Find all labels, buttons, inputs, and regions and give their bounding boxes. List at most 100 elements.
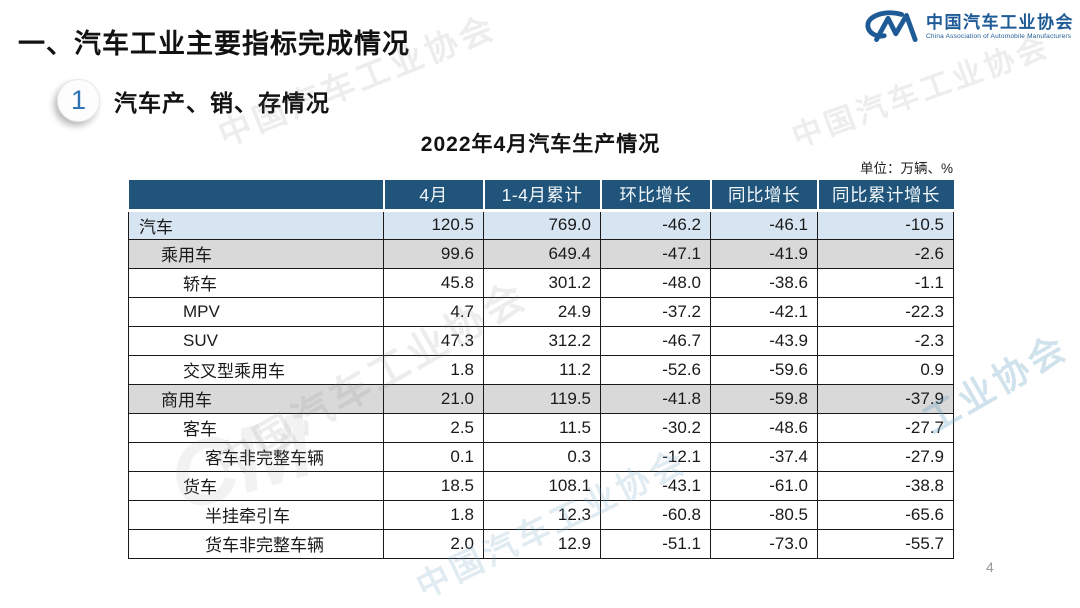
row-label: 商用车 <box>128 383 384 414</box>
table-header-row: 4月 1-4月累计 环比增长 同比增长 同比累计增长 <box>128 180 954 212</box>
value-cell: 99.6 <box>383 238 484 269</box>
value-cell: 649.4 <box>483 238 601 269</box>
caam-name-cn: 中国汽车工业协会 <box>926 13 1074 33</box>
row-label: 客车 <box>128 412 384 443</box>
value-cell: 4.7 <box>383 296 484 327</box>
row-label: 货车 <box>128 470 384 501</box>
value-cell: -37.9 <box>817 383 954 414</box>
column-header: 环比增长 <box>599 180 712 212</box>
value-cell: -1.1 <box>817 267 954 298</box>
value-cell: -22.3 <box>817 296 954 327</box>
value-cell: -80.5 <box>710 499 818 530</box>
value-cell: 120.5 <box>383 209 484 240</box>
value-cell: -48.0 <box>600 267 711 298</box>
value-cell: -38.6 <box>710 267 818 298</box>
value-cell: -43.9 <box>710 325 818 356</box>
row-label: MPV <box>128 296 384 327</box>
table-row: 乘用车 99.6 649.4 -47.1 -41.9 -2.6 <box>128 238 954 269</box>
table-row: SUV 47.3 312.2 -46.7 -43.9 -2.3 <box>128 325 954 356</box>
row-label: 客车非完整车辆 <box>128 441 384 472</box>
table-row: 半挂牵引车 1.8 12.3 -60.8 -80.5 -65.6 <box>128 499 954 530</box>
table-row: 客车 2.5 11.5 -30.2 -48.6 -27.7 <box>128 412 954 443</box>
table-row: 货车非完整车辆 2.0 12.9 -51.1 -73.0 -55.7 <box>128 528 954 559</box>
value-cell: -42.1 <box>710 296 818 327</box>
value-cell: 12.9 <box>483 528 601 559</box>
production-table-body: 汽车 120.5 769.0 -46.2 -46.1 -10.5 乘用车 99.6 649.4-… <box>128 209 954 559</box>
value-cell: -59.6 <box>710 354 818 385</box>
value-cell: 45.8 <box>383 267 484 298</box>
slide-title: 一、汽车工业主要指标完成情况 <box>18 29 410 59</box>
row-label: 汽车 <box>128 209 384 240</box>
value-cell: 119.5 <box>483 383 601 414</box>
row-label: 轿车 <box>128 267 384 298</box>
value-cell: 12.3 <box>483 499 601 530</box>
value-cell: -52.6 <box>600 354 711 385</box>
value-cell: -2.3 <box>817 325 954 356</box>
value-cell: -73.0 <box>710 528 818 559</box>
page-number: 4 <box>986 559 994 575</box>
value-cell: -65.6 <box>817 499 954 530</box>
row-label: SUV <box>128 325 384 356</box>
table-row: 客车非完整车辆 0.1 0.3 -12.1 -37.4 -27.9 <box>128 441 954 472</box>
value-cell: -27.9 <box>817 441 954 472</box>
caam-logo-text: 中国汽车工业协会 China Association of Automobile… <box>926 13 1074 40</box>
row-label: 乘用车 <box>128 238 384 269</box>
column-header <box>128 180 385 212</box>
value-cell: 769.0 <box>483 209 601 240</box>
value-cell: -43.1 <box>600 470 711 501</box>
value-cell: -41.8 <box>600 383 711 414</box>
section-label: 汽车产、销、存情况 <box>114 89 330 116</box>
caam-logo: 中国汽车工业协会 China Association of Automobile… <box>863 9 1074 45</box>
caam-name-en: China Association of Automobile Manufact… <box>926 33 1072 41</box>
value-cell: -38.8 <box>817 470 954 501</box>
column-header: 4月 <box>382 180 485 212</box>
value-cell: 0.9 <box>817 354 954 385</box>
value-cell: -37.4 <box>710 441 818 472</box>
table-title: 2022年4月汽车生产情况 <box>420 133 661 156</box>
column-header: 同比累计增长 <box>816 180 954 212</box>
value-cell: 108.1 <box>483 470 601 501</box>
table-row: 轿车 45.8 301.2 -48.0 -38.6 -1.1 <box>128 267 954 298</box>
value-cell: -46.7 <box>600 325 711 356</box>
table-row: 商用车 21.0 119.5 -41.8 -59.8 -37.9 <box>128 383 954 414</box>
value-cell: -37.2 <box>600 296 711 327</box>
value-cell: -60.8 <box>600 499 711 530</box>
value-cell: -55.7 <box>817 528 954 559</box>
value-cell: -47.1 <box>600 238 711 269</box>
value-cell: -59.8 <box>710 383 818 414</box>
row-label: 半挂牵引车 <box>128 499 384 530</box>
value-cell: -61.0 <box>710 470 818 501</box>
value-cell: 0.1 <box>383 441 484 472</box>
value-cell: -46.1 <box>710 209 818 240</box>
section-number-badge: 1 <box>57 79 100 122</box>
value-cell: 11.2 <box>483 354 601 385</box>
table-row: MPV 4.7 24.9 -37.2 -42.1 -22.3 <box>128 296 954 327</box>
value-cell: 1.8 <box>383 354 484 385</box>
production-table-header: 4月 1-4月累计 环比增长 同比增长 同比累计增长 <box>128 180 954 212</box>
table-row: 汽车 120.5 769.0 -46.2 -46.1 -10.5 <box>128 209 954 240</box>
table-row: 货车 18.5 108.1 -43.1 -61.0 -38.8 <box>128 470 954 501</box>
value-cell: 47.3 <box>383 325 484 356</box>
value-cell: -41.9 <box>710 238 818 269</box>
section-heading: 1 汽车产、销、存情况 <box>57 79 330 122</box>
value-cell: -12.1 <box>600 441 711 472</box>
value-cell: -46.2 <box>600 209 711 240</box>
unit-label: 单位：万辆、% <box>859 161 953 176</box>
value-cell: 24.9 <box>483 296 601 327</box>
value-cell: 21.0 <box>383 383 484 414</box>
value-cell: 312.2 <box>483 325 601 356</box>
value-cell: 2.5 <box>383 412 484 443</box>
value-cell: -48.6 <box>710 412 818 443</box>
value-cell: 2.0 <box>383 528 484 559</box>
row-label: 交叉型乘用车 <box>128 354 384 385</box>
table-row: 交叉型乘用车 1.8 11.2 -52.6 -59.6 0.9 <box>128 354 954 385</box>
value-cell: 0.3 <box>483 441 601 472</box>
value-cell: 11.5 <box>483 412 601 443</box>
value-cell: -2.6 <box>817 238 954 269</box>
caam-logo-icon <box>865 10 918 42</box>
production-table: 4月 1-4月累计 环比增长 同比增长 同比累计增长 汽车 120.5 769.0 -46.2… <box>128 180 954 559</box>
value-cell: 18.5 <box>383 470 484 501</box>
row-label: 货车非完整车辆 <box>128 528 384 559</box>
value-cell: 301.2 <box>483 267 601 298</box>
